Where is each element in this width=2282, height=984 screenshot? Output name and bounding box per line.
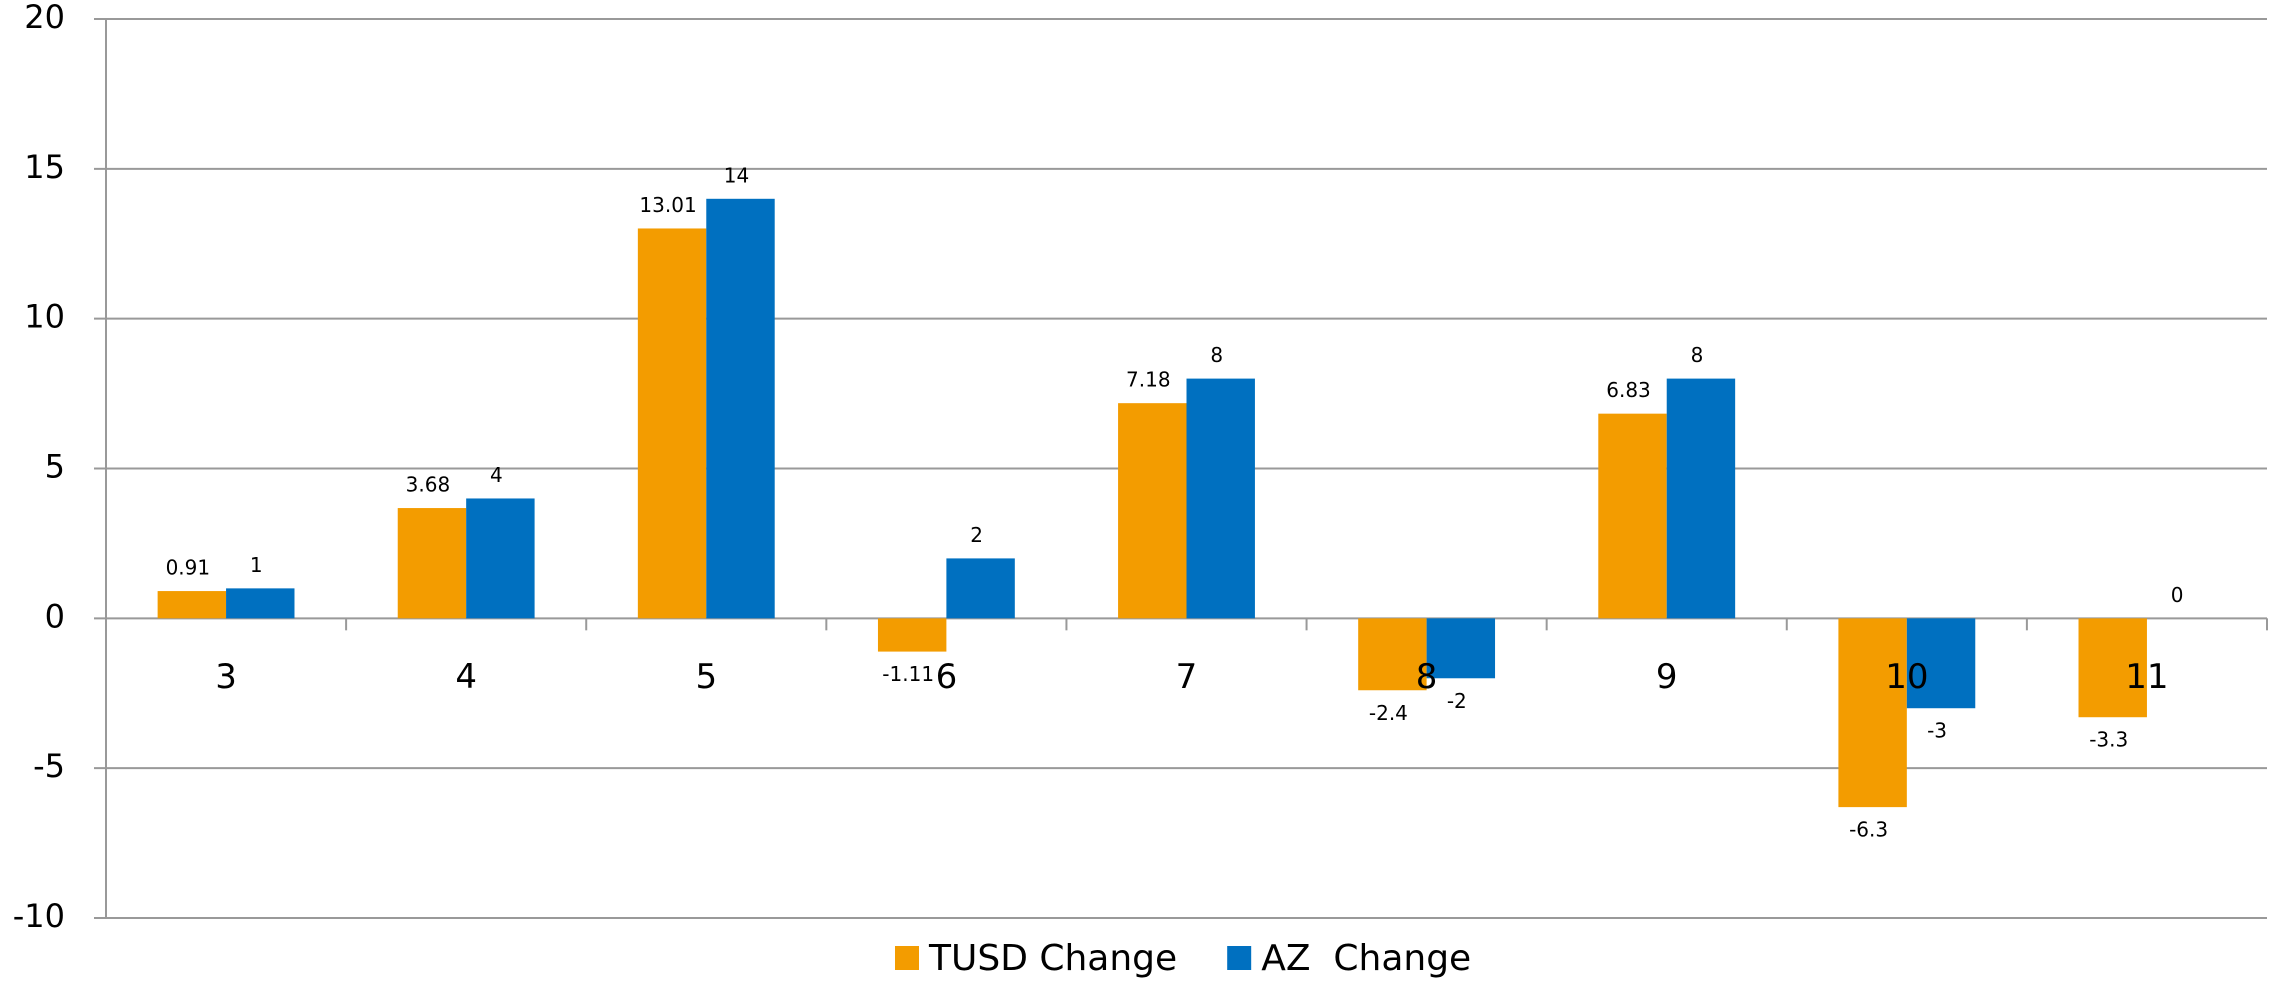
bar: [1186, 378, 1255, 619]
bar: [1598, 413, 1667, 619]
data-label: 8: [1691, 343, 1704, 367]
x-tick-label: 6: [936, 657, 958, 697]
data-label: 3.68: [406, 473, 451, 497]
y-tick-label: 20: [24, 0, 65, 36]
data-label: 4: [490, 463, 503, 487]
bar: [1838, 618, 1907, 808]
bar: [397, 508, 467, 619]
data-label: -6.3: [1849, 818, 1888, 842]
data-label: -3: [1927, 719, 1947, 743]
bar: [466, 498, 535, 619]
bar: [946, 558, 1015, 619]
data-label: 2: [970, 523, 983, 547]
y-tick-label: 10: [24, 298, 65, 336]
legend-swatch: [1227, 946, 1252, 970]
bar: [1118, 403, 1187, 619]
legend-label: TUSD Change: [928, 938, 1177, 979]
x-tick-label: 10: [1885, 657, 1928, 697]
bar: [706, 198, 775, 619]
x-tick-label: 4: [455, 657, 477, 697]
data-label: 14: [724, 163, 749, 187]
y-tick-label: 15: [24, 148, 65, 186]
data-label: -1.11: [882, 662, 934, 686]
data-label: -3.3: [2089, 728, 2128, 752]
bar: [1666, 378, 1736, 619]
x-tick-label: 9: [1656, 657, 1678, 697]
data-label: 13.01: [639, 193, 696, 217]
x-tick-label: 3: [215, 657, 237, 697]
bar: [1906, 618, 1976, 709]
data-label: 8: [1210, 343, 1223, 367]
y-tick-label: -5: [33, 747, 65, 785]
y-tick-label: 5: [45, 448, 65, 486]
data-label: 0: [2171, 583, 2184, 607]
y-tick-label: 0: [45, 597, 65, 635]
bar: [1426, 618, 1496, 679]
bar: [1358, 618, 1427, 691]
data-label: 7.18: [1126, 368, 1171, 392]
bar: [637, 228, 707, 619]
data-label: 1: [250, 553, 263, 577]
x-tick-label: 11: [2125, 657, 2168, 697]
bar: [226, 588, 295, 619]
data-label: -2: [1447, 689, 1467, 713]
x-tick-label: 8: [1416, 657, 1438, 697]
bar: [2078, 618, 2147, 718]
x-tick-label: 5: [695, 657, 717, 697]
x-tick-label: 7: [1176, 657, 1198, 697]
data-label: 0.91: [166, 556, 211, 580]
data-label: -2.4: [1369, 701, 1408, 725]
y-tick-label: -10: [13, 897, 65, 935]
bar: [877, 618, 947, 652]
data-label: 6.83: [1606, 378, 1651, 402]
legend-label: AZ Change: [1261, 938, 1471, 979]
legend-swatch: [895, 946, 919, 970]
bar: [157, 591, 227, 619]
